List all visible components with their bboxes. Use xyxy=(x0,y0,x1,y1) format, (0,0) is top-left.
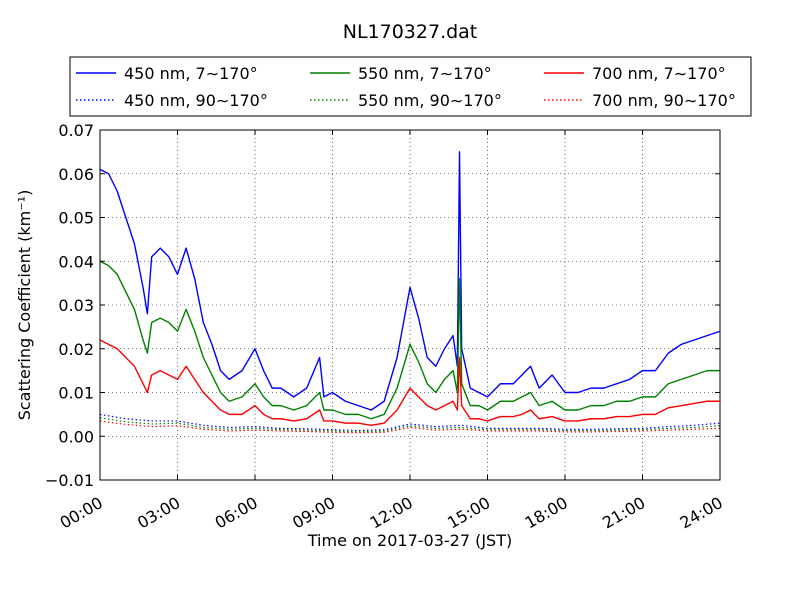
y-tick-label: 0.03 xyxy=(58,296,94,315)
series-line-1 xyxy=(99,260,720,420)
x-tick-label: 06:00 xyxy=(212,493,261,533)
x-tick-label: 15:00 xyxy=(444,493,493,533)
y-tick-label: 0.06 xyxy=(58,165,94,184)
y-tick-label: 0.00 xyxy=(58,427,94,446)
x-tick-label: 00:00 xyxy=(57,493,106,533)
y-tick-label: 0.02 xyxy=(58,340,94,359)
x-tick-label: 18:00 xyxy=(522,493,571,533)
series-line-4 xyxy=(99,417,721,433)
x-tick-label: 03:00 xyxy=(134,493,183,533)
x-axis-label: Time on 2017-03-27 (JST) xyxy=(307,531,512,550)
x-tick-label: 09:00 xyxy=(289,493,338,533)
legend-label-5: 700 nm, 90∼170° xyxy=(592,91,736,110)
series-line-3 xyxy=(99,413,721,432)
legend-label-0: 450 nm, 7∼170° xyxy=(124,64,258,83)
series-line-2 xyxy=(99,339,720,427)
legend-label-3: 450 nm, 90∼170° xyxy=(124,91,268,110)
y-tick-label: 0.04 xyxy=(58,252,94,271)
x-tick-label: 12:00 xyxy=(367,493,416,533)
y-tick-label: 0.01 xyxy=(58,384,94,403)
chart-title: NL170327.dat xyxy=(343,21,478,43)
y-tick-label: −0.01 xyxy=(45,471,94,490)
y-axis-label: Scattering Coefficient (km⁻¹) xyxy=(15,190,34,421)
legend-label-1: 550 nm, 7∼170° xyxy=(358,64,492,83)
legend: 450 nm, 7∼170° 550 nm, 7∼170° 700 nm, 7∼17… xyxy=(69,56,752,117)
series-line-0 xyxy=(99,151,721,411)
legend-box xyxy=(69,56,752,117)
legend-label-4: 550 nm, 90∼170° xyxy=(358,91,502,110)
y-tick-label: 0.05 xyxy=(58,209,94,228)
x-tick-label: 21:00 xyxy=(599,493,648,533)
plot-area: −0.01 0.00 0.01 0.02 0.03 0.04 0.05 0.06 0.07 00:… xyxy=(45,121,726,533)
x-tick-label: 24:00 xyxy=(677,493,726,533)
y-tick-label: 0.07 xyxy=(58,121,94,140)
legend-label-2: 700 nm, 7∼170° xyxy=(592,64,726,83)
